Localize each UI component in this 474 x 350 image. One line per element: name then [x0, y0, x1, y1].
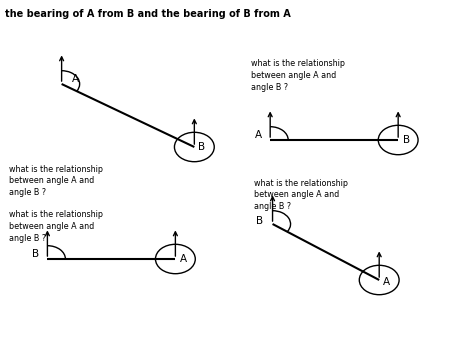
Text: A: A — [72, 74, 80, 84]
Text: what is the relationship
between angle A and
angle B ?: what is the relationship between angle A… — [254, 178, 347, 211]
Text: what is the relationship
between angle A and
angle B ?: what is the relationship between angle A… — [251, 60, 345, 92]
Text: B: B — [256, 216, 264, 225]
Text: B: B — [403, 135, 410, 145]
Text: A: A — [255, 130, 262, 140]
Text: what is the relationship
between angle A and
angle B ?: what is the relationship between angle A… — [9, 164, 103, 197]
Text: B: B — [32, 249, 39, 259]
Text: A: A — [180, 254, 188, 264]
Text: the bearing of A from B and the bearing of B from A: the bearing of A from B and the bearing … — [5, 9, 291, 19]
Text: A: A — [383, 277, 391, 287]
Text: what is the relationship
between angle A and
angle B ?: what is the relationship between angle A… — [9, 210, 103, 243]
Text: B: B — [198, 142, 206, 152]
